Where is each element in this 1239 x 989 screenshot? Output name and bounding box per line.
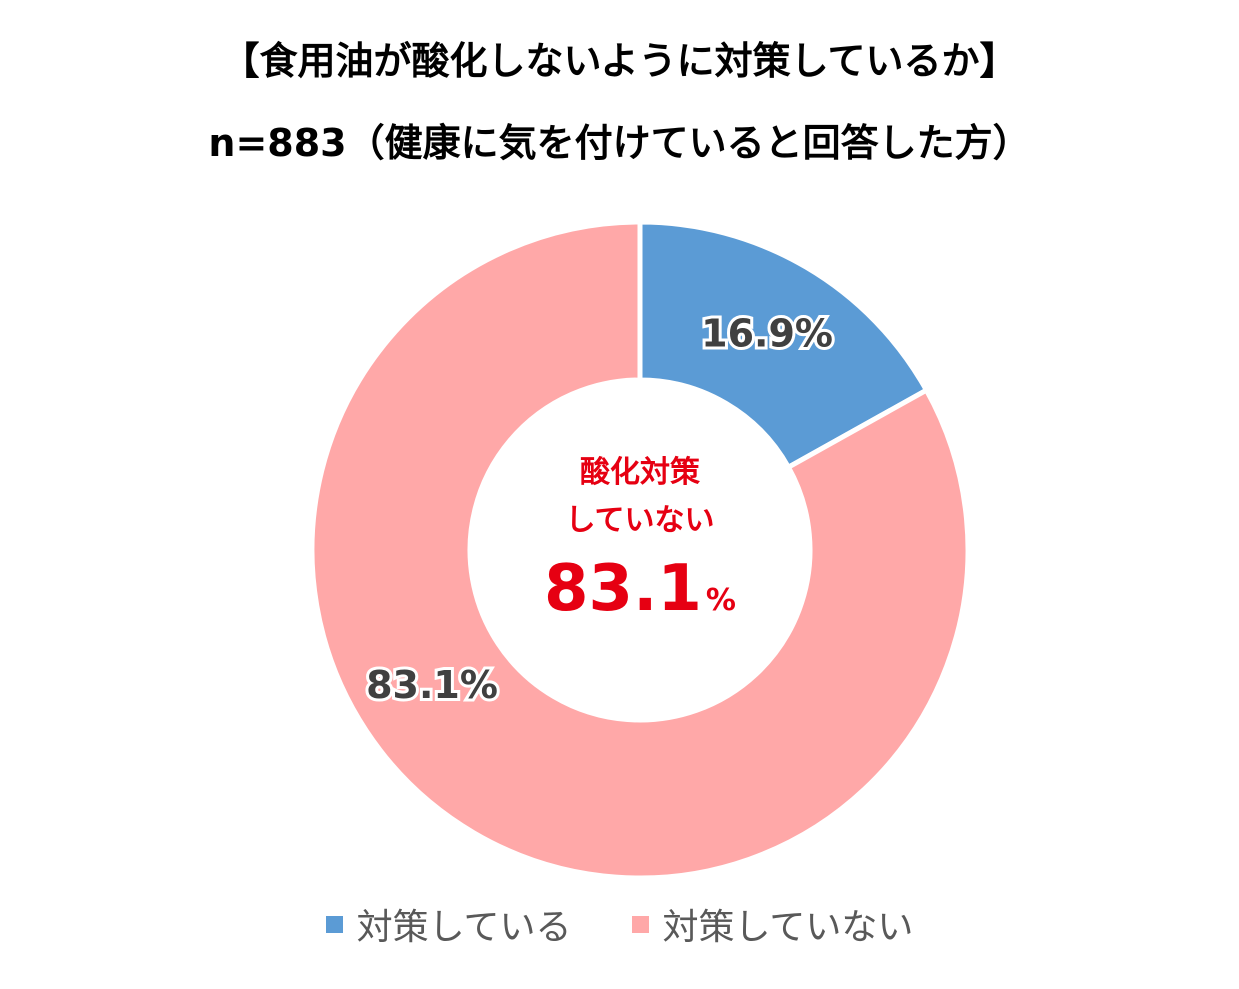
legend-label: 対策している [356, 907, 572, 948]
slice-labels: 16.9% 83.1% [363, 309, 836, 710]
legend-label: 対策していない [662, 907, 914, 948]
data-label-taisaku-shiteinai: 83.1% [366, 663, 498, 707]
chart-subtitle: n=883（健康に気を付けていると回答した方） [208, 121, 1031, 165]
data-label-taisaku-shiteiru: 16.9% [701, 312, 833, 356]
chart-legend: 対策している 対策していない [0, 898, 1239, 950]
legend-swatch-blue [325, 915, 343, 933]
center-annotation: 酸化対策 していない 83.1% [544, 455, 736, 626]
chart-title: 【食用油が酸化しないように対策しているか】 [221, 39, 1018, 83]
center-label-line1: 酸化対策 [580, 455, 700, 490]
slice-taisaku-shiteinai [309, 219, 971, 881]
center-label-line2: していない [565, 503, 714, 538]
center-value-unit: % [706, 583, 736, 618]
slice-taisaku-shiteiru [637, 219, 930, 471]
legend-swatch-pink [631, 915, 649, 933]
donut-slices [309, 219, 971, 881]
legend-item-taisaku-shiteiru: 対策している [325, 898, 572, 950]
center-value: 83.1% [544, 552, 736, 626]
legend-item-taisaku-shiteinai: 対策していない [631, 898, 914, 950]
center-value-number: 83.1 [544, 552, 702, 626]
